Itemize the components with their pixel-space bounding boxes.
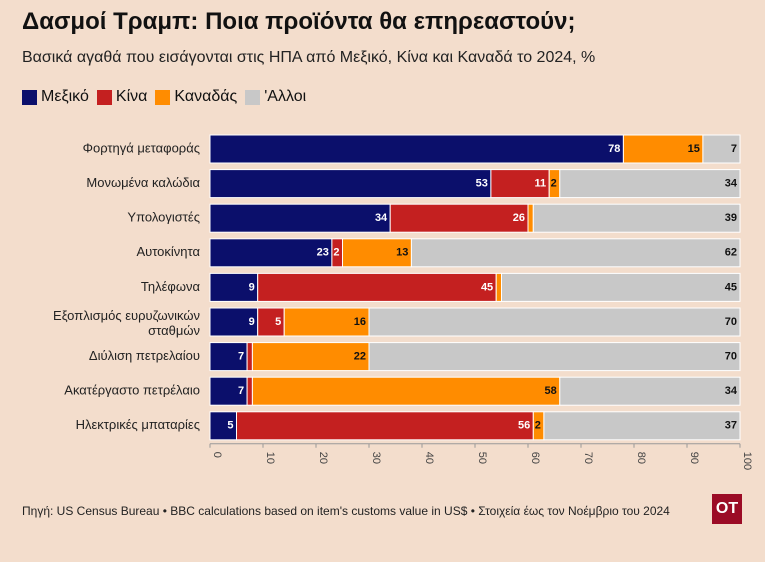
data-label: 16 <box>354 316 366 328</box>
legend-swatch-others <box>245 89 261 105</box>
legend-label-china: Κίνα <box>115 88 148 105</box>
data-label: 22 <box>354 351 366 363</box>
x-tick-label: 80 <box>635 452 647 464</box>
data-label: 58 <box>545 385 557 397</box>
legend: Μεξικό Κίνα Καναδάς 'Αλλοι <box>22 88 314 106</box>
data-label: 45 <box>481 281 493 293</box>
category-label: Αυτοκίνητα <box>136 244 200 259</box>
bar-segment-μεξικό <box>209 307 259 337</box>
data-label: 62 <box>725 247 737 259</box>
x-tick-label: 60 <box>529 452 541 464</box>
x-tick-label: 0 <box>211 452 223 458</box>
data-label: 9 <box>249 316 255 328</box>
data-label: 15 <box>688 143 700 155</box>
category-label: Φορτηγά μεταφοράς <box>83 140 200 155</box>
legend-label-canada: Καναδάς <box>174 88 238 105</box>
bar-segment-καναδάς <box>251 376 561 406</box>
chart-title: Δασμοί Τραμπ: Ποια προϊόντα θα επηρεαστο… <box>22 8 576 35</box>
bar-segment--αλλοι <box>702 134 741 164</box>
legend-item-china: Κίνα <box>96 88 148 106</box>
x-tick-label: 100 <box>741 452 753 470</box>
bar-segment-κίνα <box>246 376 253 406</box>
legend-item-others: 'Αλλοι <box>245 88 306 106</box>
bar-segment-μεξικό <box>209 203 391 233</box>
x-tick-label: 50 <box>476 452 488 464</box>
legend-swatch-canada <box>155 89 171 105</box>
data-label: 7 <box>238 351 244 363</box>
data-label: 26 <box>513 212 525 224</box>
x-tick-label: 40 <box>423 452 435 464</box>
data-label: 7 <box>731 143 737 155</box>
category-label: Ηλεκτρικές μπαταρίες <box>76 417 200 432</box>
source-note: Πηγή: US Census Bureau • BBC calculation… <box>22 504 670 518</box>
legend-label-others: 'Αλλοι <box>264 88 307 105</box>
bar-segment-καναδάς <box>495 272 503 302</box>
data-label: 78 <box>608 143 620 155</box>
bar-segment-κίνα <box>246 342 253 372</box>
data-label: 5 <box>227 420 233 432</box>
data-label: 45 <box>725 281 737 293</box>
bar-segment--αλλοι <box>368 307 741 337</box>
legend-swatch-mexico <box>22 89 37 105</box>
legend-swatch-china <box>96 89 112 105</box>
category-label: Μονωμένα καλώδια <box>86 175 200 190</box>
data-label: 13 <box>396 247 408 259</box>
bar-segment--αλλοι <box>501 272 741 302</box>
bar-segment-μεξικό <box>209 238 333 268</box>
data-label: 9 <box>249 281 255 293</box>
data-label: 2 <box>551 178 557 190</box>
bar-segment--αλλοι <box>368 342 741 372</box>
data-label: 39 <box>725 212 737 224</box>
bar-segment-μεξικό <box>209 134 624 164</box>
data-label: 11 <box>535 178 547 190</box>
bar-segment--αλλοι <box>410 238 741 268</box>
bar-segment-μεξικό <box>209 169 492 199</box>
bar-segment-κίνα <box>257 272 497 302</box>
bar-segment-κίνα <box>257 307 285 337</box>
data-label: 2 <box>535 420 541 432</box>
category-label: Εξοπλισμός ευρυζωνικών σταθμών <box>53 308 200 338</box>
data-label: 2 <box>333 247 339 259</box>
legend-item-canada: Καναδάς <box>155 88 237 106</box>
legend-item-mexico: Μεξικό <box>22 88 89 106</box>
bar-segment-καναδάς <box>283 307 370 337</box>
legend-label-mexico: Μεξικό <box>41 88 89 105</box>
x-tick-label: 90 <box>688 452 700 464</box>
bar-segment--αλλοι <box>559 376 741 406</box>
bar-segment-καναδάς <box>527 203 534 233</box>
x-tick-label: 30 <box>370 452 382 464</box>
data-label: 37 <box>725 420 737 432</box>
data-label: 70 <box>725 316 737 328</box>
bar-segment--αλλοι <box>543 411 741 441</box>
bar-segment--αλλοι <box>532 203 741 233</box>
data-label: 34 <box>375 212 388 224</box>
category-label: Τηλέφωνα <box>141 279 201 294</box>
data-label: 7 <box>238 385 244 397</box>
data-label: 5 <box>275 316 281 328</box>
category-label: Διύλιση πετρελαίου <box>89 348 200 363</box>
bar-segment-μεξικό <box>209 342 248 372</box>
data-label: 34 <box>725 178 738 190</box>
x-tick-label: 10 <box>264 452 276 464</box>
publisher-logo: OT <box>712 494 742 524</box>
data-label: 56 <box>518 420 530 432</box>
category-label: Ακατέργαστο πετρέλαιο <box>64 383 200 398</box>
bar-segment-καναδάς <box>251 342 370 372</box>
bar-segment--αλλοι <box>559 169 741 199</box>
x-tick-label: 70 <box>582 452 594 464</box>
data-label: 70 <box>725 351 737 363</box>
x-tick-label: 20 <box>317 452 329 464</box>
bar-segment-κίνα <box>389 203 529 233</box>
bar-segment-μεξικό <box>209 376 248 406</box>
data-label: 53 <box>476 178 488 190</box>
bar-segment-κίνα <box>236 411 534 441</box>
data-label: 34 <box>725 385 738 397</box>
chart-subtitle: Βασικά αγαθά που εισάγονται στις ΗΠΑ από… <box>22 49 596 66</box>
category-label: Υπολογιστές <box>127 210 200 225</box>
data-label: 23 <box>317 247 329 259</box>
